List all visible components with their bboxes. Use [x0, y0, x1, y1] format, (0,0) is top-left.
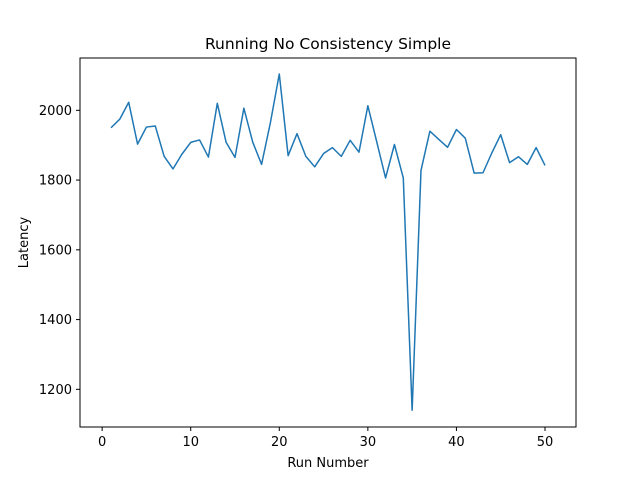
y-axis: 1200 1400 1600 1800 2000 — [39, 104, 80, 398]
series-line — [110, 73, 546, 412]
x-axis-title: Run Number — [287, 456, 369, 471]
y-tick-label: 1200 — [39, 383, 72, 398]
x-tick-label: 30 — [360, 435, 377, 450]
x-tick-label: 40 — [448, 435, 465, 450]
x-tick-label: 0 — [98, 435, 106, 450]
y-tick-label: 1800 — [39, 174, 72, 189]
x-tick-label: 10 — [182, 435, 199, 450]
y-tick-label: 1600 — [39, 243, 72, 258]
y-axis-title: Latency — [17, 217, 32, 269]
y-tick-label: 2000 — [39, 104, 72, 119]
series-layer — [110, 73, 546, 412]
plot-area — [80, 58, 576, 427]
chart-title: Running No Consistency Simple — [205, 35, 451, 53]
plot-frame — [79, 57, 577, 428]
y-tick-label: 1400 — [39, 313, 72, 328]
x-tick-label: 50 — [537, 435, 554, 450]
x-tick-label: 20 — [271, 435, 288, 450]
x-axis: 0 10 20 30 40 50 — [98, 427, 553, 450]
